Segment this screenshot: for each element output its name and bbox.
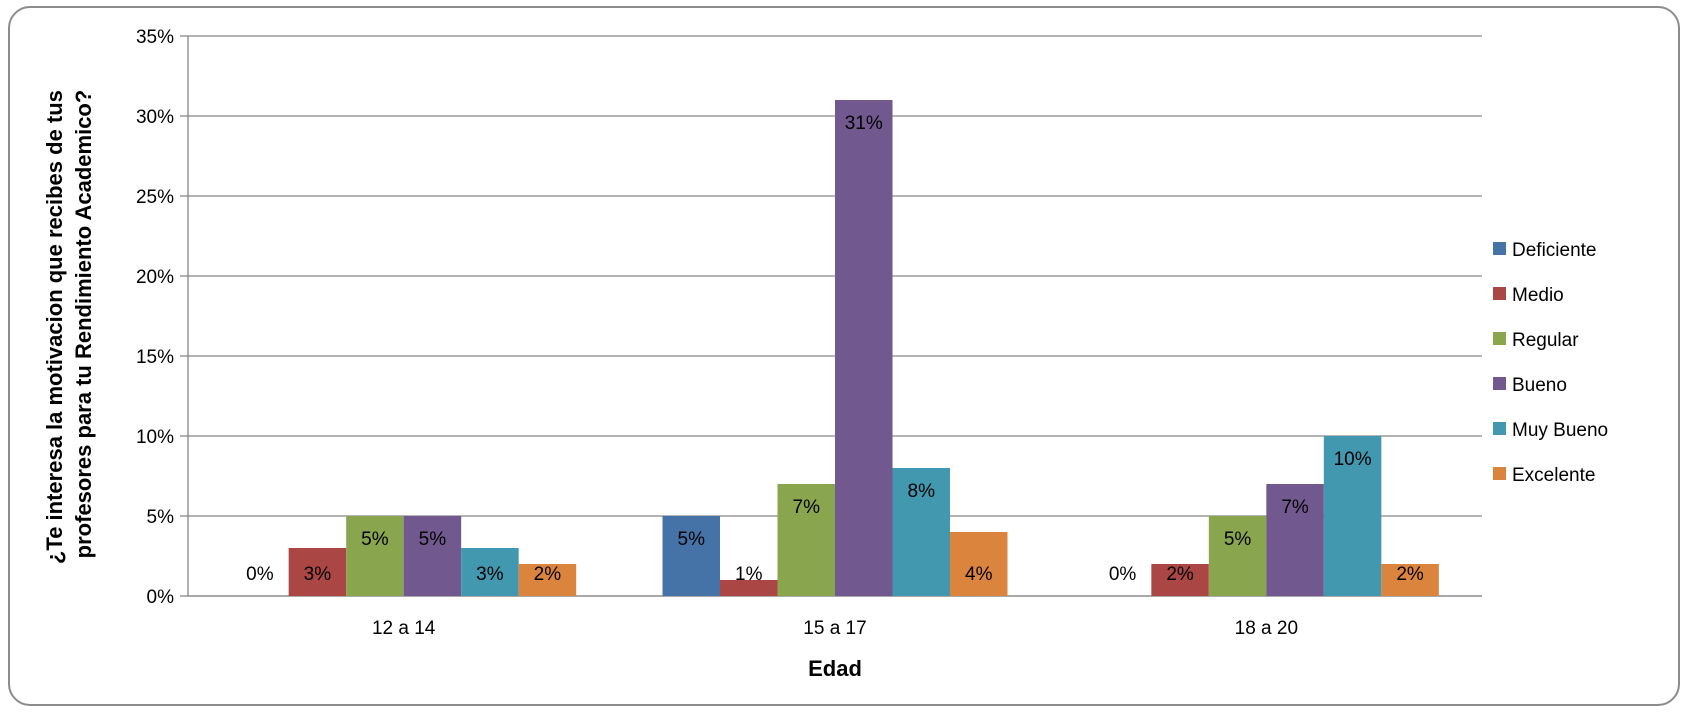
y-tick-label: 30% xyxy=(136,107,174,128)
legend-swatch-muy-bueno xyxy=(1493,422,1506,435)
data-label: 5% xyxy=(1224,529,1252,550)
y-tick-label: 35% xyxy=(136,27,174,48)
x-tick-label: 15 a 17 xyxy=(803,618,866,639)
y-axis-ticks: 0% 5% 10% 15% 20% 25% 30% 35% xyxy=(136,27,174,608)
data-labels: 0% 3% 5% 5% 3% 2% 5% 1% 7% 31% 8% 4% 0% 2% 5% 7% 10% 2% xyxy=(246,113,1424,585)
y-tick-label: 0% xyxy=(147,587,175,608)
data-label: 5% xyxy=(678,529,706,550)
legend-swatch-deficiente xyxy=(1493,242,1506,255)
legend-swatch-regular xyxy=(1493,332,1506,345)
bar-medio-0 xyxy=(288,548,347,596)
x-axis-ticks: 12 a 14 15 a 17 18 a 20 xyxy=(372,618,1298,639)
data-label: 31% xyxy=(845,113,883,134)
legend-swatch-excelente xyxy=(1493,467,1506,480)
x-axis-title: Edad xyxy=(808,656,862,681)
legend-label-medio: Medio xyxy=(1512,285,1564,306)
bar-deficiente-1 xyxy=(662,516,720,596)
data-label: 1% xyxy=(735,564,763,585)
y-axis-title: ¿Te interesa la motivacion que recibes d… xyxy=(42,84,96,564)
bar-medio-2 xyxy=(1151,564,1209,596)
bar-regular-0 xyxy=(346,516,404,596)
data-label: 2% xyxy=(1396,564,1424,585)
bar-muy-bueno-1 xyxy=(892,468,950,596)
legend-swatch-bueno xyxy=(1493,377,1506,390)
bar-excelente-2 xyxy=(1381,564,1439,596)
bar-excelente-1 xyxy=(950,532,1008,596)
y-axis-title-line-1: ¿Te interesa la motivacion que recibes d… xyxy=(42,90,67,564)
y-axis-title-line-2: profesores para tu Rendimiento Academico… xyxy=(71,90,96,559)
data-label: 5% xyxy=(361,529,389,550)
legend-swatch-medio xyxy=(1493,287,1506,300)
legend-label-bueno: Bueno xyxy=(1512,375,1567,396)
data-label: 0% xyxy=(246,564,274,585)
bar-muy-bueno-2 xyxy=(1323,436,1382,596)
y-tick-label: 15% xyxy=(136,347,174,368)
legend-label-muy-bueno: Muy Bueno xyxy=(1512,420,1608,441)
bars xyxy=(288,100,1439,596)
legend-label-deficiente: Deficiente xyxy=(1512,240,1597,261)
bar-bueno-1 xyxy=(835,100,893,596)
data-label: 2% xyxy=(1166,564,1194,585)
x-tick-label: 12 a 14 xyxy=(372,618,436,639)
data-label: 8% xyxy=(908,481,936,502)
y-tick-label: 10% xyxy=(136,427,174,448)
bar-bueno-0 xyxy=(403,516,462,596)
data-label: 4% xyxy=(965,564,993,585)
data-label: 3% xyxy=(476,564,504,585)
bar-medio-1 xyxy=(720,580,778,596)
bar-regular-2 xyxy=(1208,516,1267,596)
x-tick-label: 18 a 20 xyxy=(1235,618,1298,639)
bar-muy-bueno-0 xyxy=(461,548,519,596)
bar-regular-1 xyxy=(777,484,835,596)
data-label: 10% xyxy=(1334,449,1372,470)
legend-label-regular: Regular xyxy=(1512,330,1579,351)
y-tick-label: 20% xyxy=(136,267,174,288)
data-label: 0% xyxy=(1109,564,1137,585)
legend-label-excelente: Excelente xyxy=(1512,465,1595,486)
data-label: 5% xyxy=(419,529,447,550)
bar-bueno-2 xyxy=(1266,484,1324,596)
y-tick-label: 25% xyxy=(136,187,174,208)
bar-excelente-0 xyxy=(518,564,577,596)
legend: Deficiente Medio Regular Bueno Muy Bueno Exce… xyxy=(1493,240,1608,486)
data-label: 7% xyxy=(793,497,821,518)
y-tick-label: 5% xyxy=(147,507,175,528)
data-label: 2% xyxy=(534,564,562,585)
data-label: 7% xyxy=(1281,497,1309,518)
data-label: 3% xyxy=(304,564,332,585)
